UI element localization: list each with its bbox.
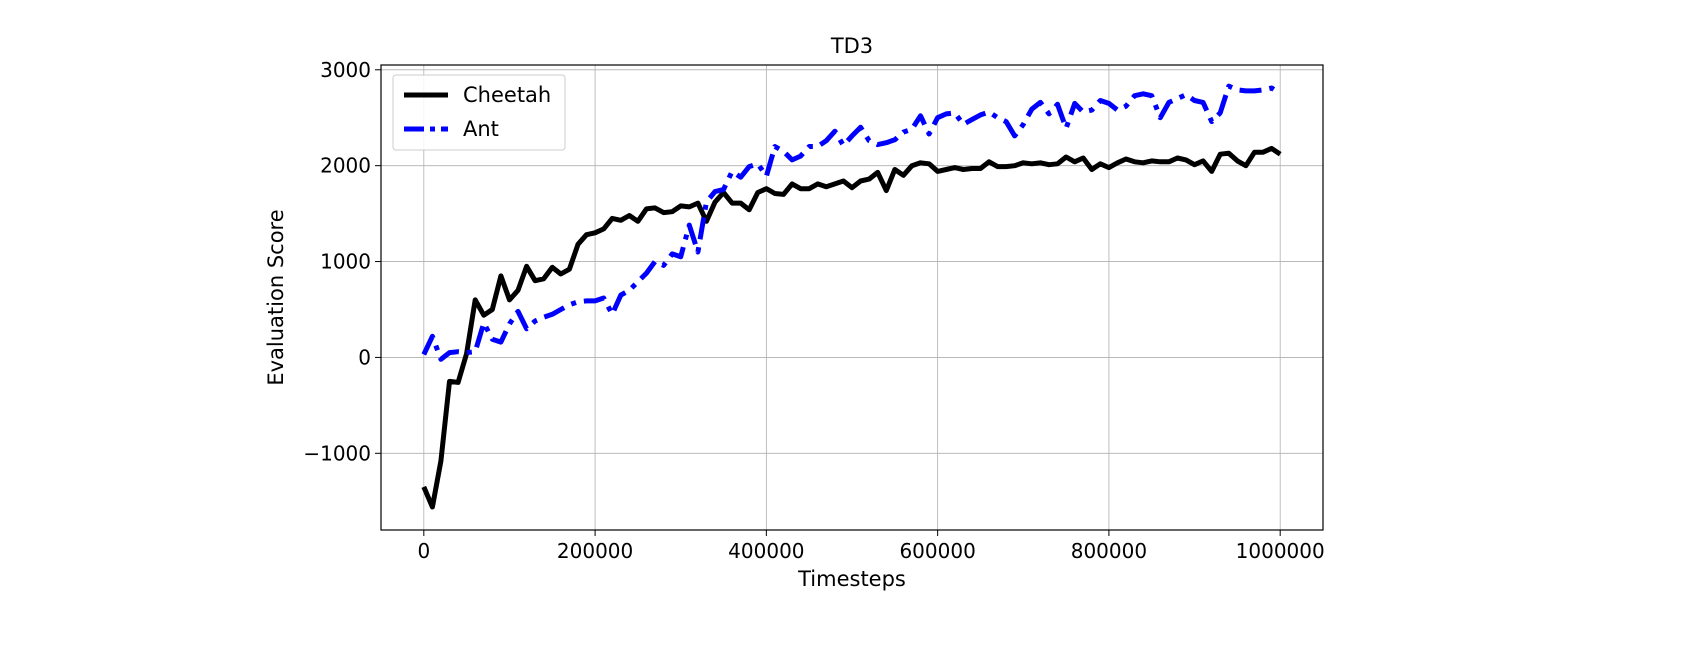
y-tick-label: 2000 <box>320 154 371 178</box>
x-tick-label: 1000000 <box>1236 539 1325 563</box>
x-tick-label: 400000 <box>728 539 804 563</box>
y-tick-label: 0 <box>358 345 371 369</box>
grid-lines <box>381 65 1323 530</box>
y-tick-label: 3000 <box>320 58 371 82</box>
series-line-cheetah <box>421 145 1282 510</box>
x-tick-label: 800000 <box>1071 539 1147 563</box>
plot-frame <box>380 64 1324 531</box>
legend-label-cheetah: Cheetah <box>463 83 551 107</box>
x-tick-label: 600000 <box>899 539 975 563</box>
axis-ticks: 0 200000 400000 600000 800000 1000000 −1000 0 10… <box>303 58 1324 563</box>
x-tick-label: 0 <box>417 539 430 563</box>
legend: Cheetah Ant <box>392 74 566 151</box>
y-tick-label: −1000 <box>303 441 371 465</box>
y-axis-title: Evaluation Score <box>264 209 288 385</box>
chart-title: TD3 <box>830 34 873 58</box>
x-axis-title: Timesteps <box>797 567 906 591</box>
series-line-ant <box>421 83 1282 362</box>
y-tick-label: 1000 <box>320 250 371 274</box>
legend-label-ant: Ant <box>463 117 499 141</box>
series-lines <box>421 83 1282 510</box>
x-tick-label: 200000 <box>557 539 633 563</box>
